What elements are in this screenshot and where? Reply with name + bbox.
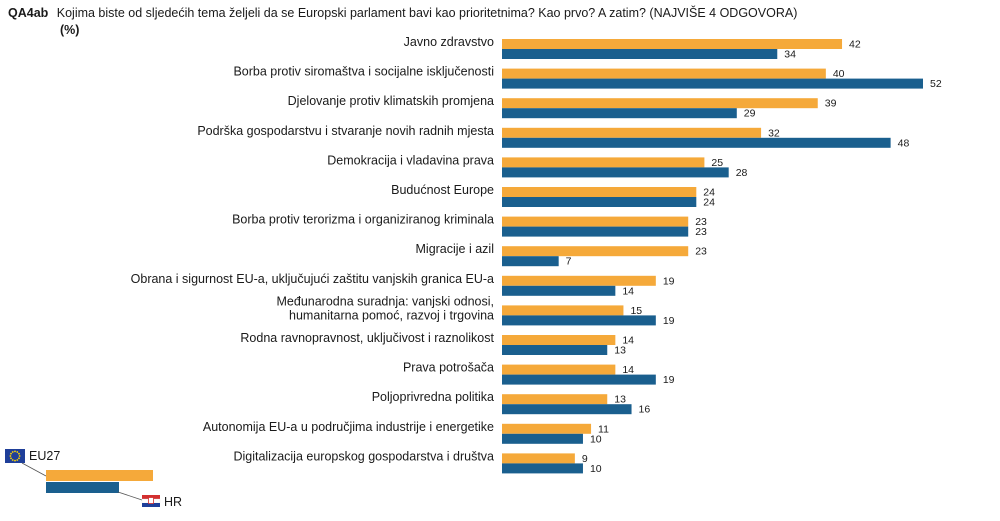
value-label-hr: 52 bbox=[930, 78, 942, 90]
category-label: Budućnost Europe bbox=[391, 183, 494, 197]
value-label-eu27: 14 bbox=[622, 364, 634, 376]
value-label-eu27: 13 bbox=[614, 394, 626, 406]
value-label-eu27: 15 bbox=[630, 305, 642, 317]
category-label: Rodna ravnopravnost, uključivost i razno… bbox=[240, 331, 494, 345]
value-label-hr: 19 bbox=[663, 374, 675, 386]
value-label-eu27: 40 bbox=[833, 68, 845, 80]
category-label: Demokracija i vladavina prava bbox=[327, 153, 494, 167]
value-label-eu27: 32 bbox=[768, 127, 780, 139]
bar-eu27 bbox=[502, 68, 826, 79]
bar-eu27 bbox=[502, 453, 575, 464]
legend-connector-hr bbox=[117, 491, 143, 501]
legend-connector-eu27 bbox=[21, 462, 47, 477]
value-label-hr: 29 bbox=[744, 108, 756, 120]
legend-label-eu27: EU27 bbox=[29, 449, 60, 463]
bar-hr bbox=[502, 108, 737, 119]
bar-eu27 bbox=[502, 157, 705, 168]
value-label-eu27: 9 bbox=[582, 453, 588, 465]
legend-swatch-hr bbox=[46, 482, 119, 493]
category-label: Podrška gospodarstvu i stvaranje novih r… bbox=[197, 124, 494, 138]
bar-hr bbox=[502, 374, 656, 385]
value-label-eu27: 39 bbox=[825, 98, 837, 110]
value-label-hr: 13 bbox=[614, 345, 626, 357]
bar-hr bbox=[502, 463, 583, 474]
bar-eu27 bbox=[502, 246, 689, 257]
value-label-hr: 34 bbox=[784, 49, 796, 61]
bar-eu27 bbox=[502, 335, 616, 345]
bar-eu27 bbox=[502, 98, 818, 109]
bar-hr bbox=[502, 226, 689, 237]
category-label: Migracije i azil bbox=[416, 242, 495, 256]
question-line: QA4ab Kojima biste od sljedećih tema žel… bbox=[8, 4, 993, 22]
bar-eu27 bbox=[502, 39, 843, 49]
value-label-hr: 10 bbox=[590, 463, 602, 475]
category-label: Borba protiv siromaštva i socijalne iskl… bbox=[233, 65, 494, 79]
bar-hr bbox=[502, 78, 923, 89]
value-label-eu27: 19 bbox=[663, 275, 675, 287]
bar-hr bbox=[502, 404, 632, 415]
bar-hr bbox=[502, 137, 891, 148]
bar-eu27 bbox=[502, 187, 697, 197]
bar-hr bbox=[502, 256, 559, 267]
value-label-eu27: 24 bbox=[703, 187, 715, 199]
category-label: Digitalizacija europskog gospodarstva i … bbox=[233, 449, 494, 463]
legend-label-hr: HR bbox=[164, 495, 182, 509]
bar-eu27 bbox=[502, 216, 689, 227]
bar-eu27 bbox=[502, 423, 592, 434]
value-label-eu27: 23 bbox=[695, 216, 707, 228]
legend: EU27 HR bbox=[5, 449, 182, 509]
category-label: Djelovanje protiv klimatskih promjena bbox=[288, 94, 494, 108]
value-label-eu27: 25 bbox=[711, 157, 723, 169]
category-label: Autonomija EU-a u područjima industrije … bbox=[203, 420, 494, 434]
category-label: Prava potrošača bbox=[403, 361, 494, 375]
value-label-hr: 24 bbox=[703, 197, 715, 209]
category-label: Poljoprivredna politika bbox=[372, 390, 494, 404]
legend-swatch-eu27 bbox=[46, 470, 153, 481]
bar-hr bbox=[502, 345, 608, 355]
bar-eu27 bbox=[502, 364, 616, 375]
bar-eu27 bbox=[502, 127, 762, 138]
value-label-hr: 10 bbox=[590, 433, 602, 445]
chart-header: QA4ab Kojima biste od sljedećih tema žel… bbox=[8, 4, 993, 37]
eu-flag-icon bbox=[5, 449, 25, 463]
bar-eu27 bbox=[502, 275, 656, 286]
question-code: QA4ab bbox=[8, 6, 49, 20]
category-label: Borba protiv terorizma i organiziranog k… bbox=[232, 213, 494, 227]
value-label-eu27: 23 bbox=[695, 246, 707, 258]
croatia-flag-icon bbox=[141, 495, 161, 507]
value-label-hr: 28 bbox=[736, 167, 748, 179]
bars-group: Javno zdravstvo 42 34 Borba protiv siromašt… bbox=[131, 35, 942, 475]
bar-hr bbox=[502, 167, 729, 178]
bar-eu27 bbox=[502, 394, 608, 405]
value-label-eu27: 11 bbox=[598, 423, 609, 435]
category-label: Javno zdravstvo bbox=[404, 35, 494, 49]
value-label-hr: 48 bbox=[898, 137, 910, 149]
question-text: Kojima biste od sljedećih tema željeli d… bbox=[56, 6, 798, 20]
bar-eu27 bbox=[502, 305, 624, 316]
bar-hr bbox=[502, 49, 778, 59]
bar-hr bbox=[502, 315, 656, 326]
category-label: Obrana i sigurnost EU-a, uključujući zaš… bbox=[131, 272, 494, 286]
value-label-hr: 14 bbox=[622, 285, 634, 297]
unit-label: (%) bbox=[60, 23, 80, 37]
bar-hr bbox=[502, 285, 616, 296]
bar-hr bbox=[502, 433, 583, 444]
value-label-eu27: 14 bbox=[622, 335, 634, 347]
value-label-hr: 23 bbox=[695, 226, 707, 238]
category-label: Međunarodna suradnja: vanjski odnosi, hum… bbox=[277, 294, 495, 322]
value-label-hr: 7 bbox=[566, 256, 572, 268]
value-label-eu27: 42 bbox=[849, 39, 861, 51]
value-label-hr: 16 bbox=[639, 404, 651, 416]
value-label-hr: 19 bbox=[663, 315, 675, 327]
bar-hr bbox=[502, 197, 697, 207]
